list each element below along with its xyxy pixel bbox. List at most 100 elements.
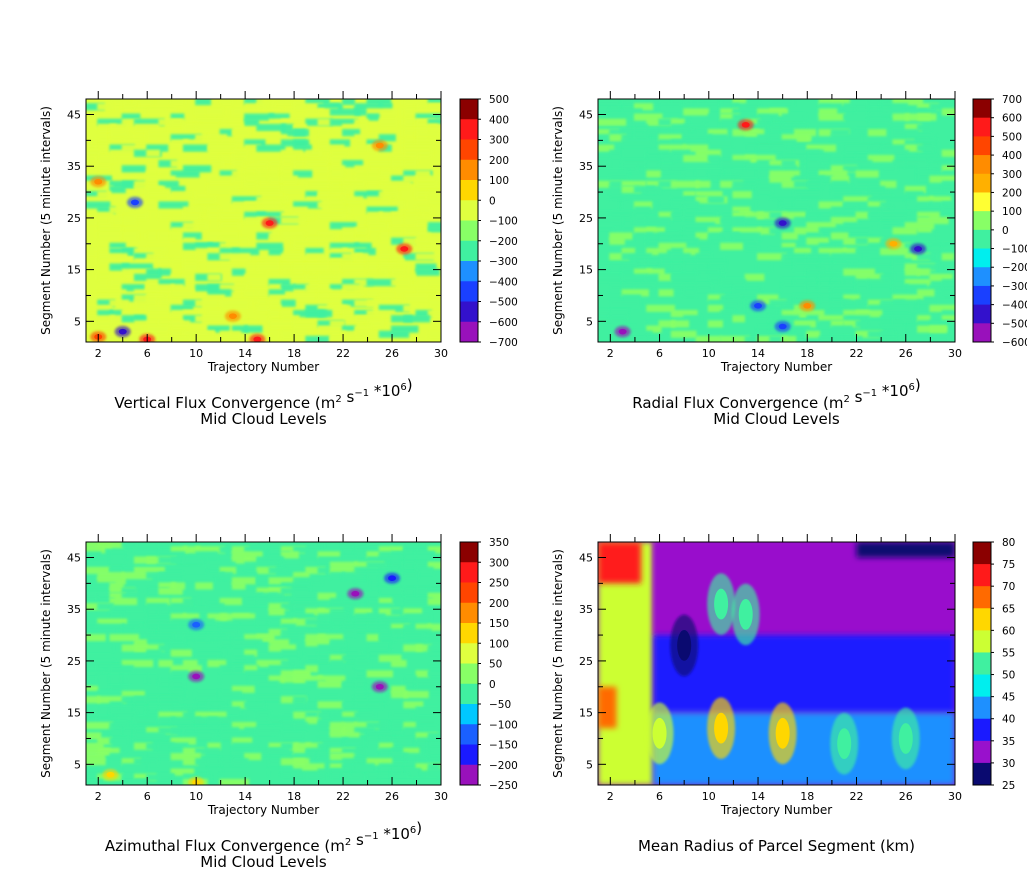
field-cell: [305, 639, 331, 647]
field-cell: [121, 144, 154, 152]
hotspot-core-1: [351, 590, 360, 597]
field-cell: [378, 742, 394, 750]
colorbar-label: 100: [489, 638, 509, 650]
field-cell: [305, 160, 329, 168]
field-cell: [378, 103, 393, 111]
field-cell: [207, 108, 225, 116]
field-cell: [133, 546, 160, 554]
field-cell: [121, 613, 147, 621]
field-cell: [231, 278, 245, 287]
field-cell: [207, 572, 225, 580]
field-cell: [941, 201, 955, 209]
field-cell: [342, 649, 361, 657]
field-cell: [182, 309, 198, 318]
field-cell: [941, 289, 955, 297]
field-cell: [658, 253, 683, 261]
field-cell: [366, 670, 394, 678]
field-cell: [855, 309, 883, 318]
field-cell: [683, 263, 707, 271]
colorbar-label: 35: [1002, 736, 1015, 748]
field-cell: [892, 99, 924, 106]
field-cell: [342, 763, 358, 771]
field-cell: [941, 206, 955, 214]
field-cell: [391, 628, 412, 637]
field-cell: [109, 149, 135, 157]
field-cell: [917, 139, 938, 147]
field-cell: [109, 315, 125, 323]
field-cell: [391, 644, 410, 652]
field-cell: [268, 670, 288, 678]
field-cell: [929, 273, 953, 281]
y-tick-label: 15: [579, 264, 593, 277]
field-cell: [182, 273, 207, 281]
field-cell: [744, 123, 768, 132]
field-cell: [793, 263, 823, 271]
chart-title: Azimuthal Flux Convergence (m2 s−1 *106): [105, 819, 422, 855]
field-cell: [280, 768, 302, 776]
field-cell: [97, 690, 127, 699]
plot-area: [86, 542, 441, 785]
colorbar-label: 250: [489, 578, 509, 590]
colorbar-label: −600: [489, 317, 518, 329]
field-cell: [904, 123, 922, 132]
field-cell: [207, 716, 232, 724]
field-cell: [293, 211, 314, 219]
field-cell: [195, 618, 216, 626]
field-cell: [427, 103, 441, 111]
field-cell: [256, 299, 274, 307]
field-cell: [170, 716, 201, 724]
field-cell: [855, 154, 871, 163]
colorbar-label: 0: [489, 195, 496, 207]
field-cell: [843, 222, 860, 230]
field-cell: [109, 752, 126, 761]
field-cell: [415, 670, 430, 678]
field-cell: [219, 623, 240, 631]
field-cell: [818, 258, 834, 266]
field-cell: [892, 299, 922, 307]
field-cell: [219, 263, 240, 271]
field-cell: [695, 99, 722, 106]
colorbar-label: −50: [489, 699, 511, 711]
y-tick-label: 5: [74, 315, 81, 328]
field-cell: [658, 206, 683, 214]
field-cell: [415, 170, 431, 178]
field-cell: [892, 258, 912, 266]
field-cell: [427, 763, 441, 771]
field-cell: [219, 154, 239, 163]
colorbar-swatch: [460, 119, 478, 140]
field-cell: [598, 170, 629, 178]
field-cell: [757, 263, 772, 271]
field-cell: [231, 716, 247, 724]
x-tick-label: 2: [607, 790, 614, 803]
field-cell: [86, 732, 102, 740]
colorbar-swatch: [973, 117, 991, 137]
field-cell: [683, 289, 698, 297]
field-cell: [658, 263, 682, 271]
field-cell: [830, 309, 850, 318]
field-cell: [231, 149, 249, 157]
field-cell: [207, 247, 226, 256]
field-cell: [806, 160, 821, 168]
plot-frame: [85, 541, 442, 786]
field-cell: [280, 618, 297, 626]
field-cell: [427, 118, 441, 126]
field-cell: [244, 180, 258, 188]
field-cell: [146, 247, 168, 256]
field-cell: [867, 113, 885, 121]
field-cell: [170, 649, 192, 657]
colorbar: 5004003002001000−100−200−300−400−500−600…: [459, 94, 518, 349]
field-cell: [683, 154, 710, 163]
field-cell: [598, 118, 627, 126]
field-cell: [244, 263, 265, 271]
field-cell: [366, 160, 396, 168]
field-cell: [646, 258, 663, 266]
field-cell: [793, 309, 825, 318]
x-tick-label: 26: [385, 790, 399, 803]
field-cell: [207, 242, 226, 250]
field-cell: [598, 103, 620, 111]
field-cell: [231, 747, 252, 755]
field-cell: [342, 232, 355, 240]
field-cell: [378, 618, 411, 626]
field-cell: [207, 134, 228, 142]
